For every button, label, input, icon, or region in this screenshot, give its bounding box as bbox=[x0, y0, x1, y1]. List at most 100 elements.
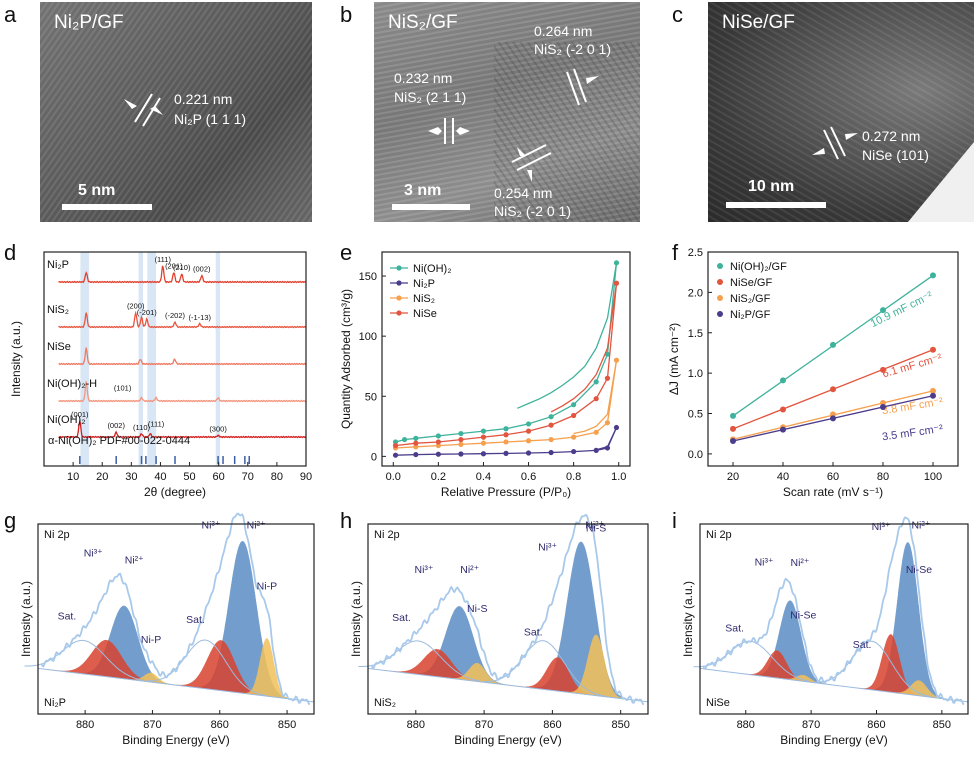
x-tick-label: 860 bbox=[211, 719, 229, 731]
scale-bar-label: 10 nm bbox=[748, 178, 795, 195]
tem-title: NiS₂/GF bbox=[388, 12, 458, 33]
xrd-chart: Ni₂P (111)(201)(210) (002)NiS₂ (200)(-201)(… bbox=[9, 251, 312, 499]
peak-label: (111) bbox=[148, 420, 165, 429]
data-point bbox=[613, 357, 620, 363]
legend-label: Ni(OH)₂/GF bbox=[730, 261, 787, 273]
xrd-pattern bbox=[58, 347, 306, 366]
plane-label: NiSe (101) bbox=[862, 147, 929, 163]
data-point bbox=[930, 346, 936, 353]
x-tick-label: 870 bbox=[143, 719, 161, 731]
peak-label: Ni-P bbox=[141, 634, 161, 646]
desorption-line bbox=[517, 262, 618, 409]
data-point bbox=[503, 432, 509, 438]
data-point bbox=[780, 426, 786, 433]
data-point bbox=[435, 433, 441, 439]
tem-image-nise: NiSe/GF 0.272 nm NiSe (101) 10 nm bbox=[708, 2, 974, 222]
x-tick-label: 40 bbox=[154, 471, 166, 483]
data-point bbox=[930, 387, 936, 394]
xrd-pattern bbox=[58, 381, 307, 403]
peak-label: Ni³⁺ bbox=[84, 547, 103, 559]
x-tick-label: 870 bbox=[802, 719, 820, 731]
chart-title: Ni 2p bbox=[44, 529, 70, 541]
series-label: Ni(OH)₂-H bbox=[47, 378, 97, 390]
chart-title: Ni 2p bbox=[374, 529, 400, 541]
adsorption-line bbox=[395, 283, 618, 447]
data-point bbox=[503, 450, 509, 456]
peak-label: Ni²⁺ bbox=[125, 555, 144, 567]
plot-frame bbox=[37, 523, 315, 715]
legend-marker bbox=[717, 263, 723, 269]
x-tick-label: 20 bbox=[96, 471, 108, 483]
bet-isotherm-chart: Ni(OH)₂ Ni₂P NiS₂ NiSe 0.0 0.2 0.4 0.6 0.8 1.0 0 50… bbox=[339, 251, 631, 499]
data-point bbox=[548, 422, 554, 428]
x-axis-label: Scan rate (mV s⁻¹) bbox=[783, 485, 883, 499]
x-tick-label: 870 bbox=[475, 719, 493, 731]
x-axis-label: Binding Energy (eV) bbox=[122, 733, 229, 747]
peak-label: Sat. bbox=[186, 614, 205, 626]
d-spacing-label: 0.272 nm bbox=[862, 128, 921, 144]
plane-label: Ni₂P (1 1 1) bbox=[174, 111, 247, 127]
peak-label: (-202) bbox=[165, 311, 186, 320]
legend-marker bbox=[717, 295, 723, 301]
peak-label: Ni-S bbox=[586, 523, 606, 535]
data-point bbox=[503, 426, 509, 432]
legend-label: Ni₂P bbox=[413, 278, 435, 290]
data-point bbox=[435, 442, 441, 449]
y-axis-label: Quantity Adsorbed (cm³/g) bbox=[339, 289, 353, 429]
peak-label: Ni²⁺ bbox=[460, 564, 479, 576]
x-tick-label: 60 bbox=[213, 471, 225, 483]
x-axis-label: Binding Energy (eV) bbox=[454, 733, 561, 747]
peak-label: (101) bbox=[114, 384, 132, 393]
tem-title: Ni₂P/GF bbox=[54, 12, 124, 33]
satellite-peak bbox=[814, 640, 931, 698]
d-spacing-label-2: 0.232 nm bbox=[394, 70, 453, 86]
peak-label: Ni³⁺ bbox=[415, 564, 434, 576]
data-point bbox=[830, 386, 836, 393]
x-tick-label: 20 bbox=[727, 471, 739, 483]
data-point bbox=[730, 412, 736, 419]
peak-label: (110) bbox=[133, 423, 150, 432]
peak-label: Ni²⁺ bbox=[585, 520, 604, 532]
scale-bar bbox=[392, 204, 470, 210]
data-point bbox=[525, 428, 532, 434]
scale-bar bbox=[726, 202, 826, 208]
data-point bbox=[593, 429, 599, 435]
data-point bbox=[613, 424, 620, 431]
panel-letter-a: a bbox=[4, 2, 17, 27]
legend-marker bbox=[396, 295, 402, 301]
data-point bbox=[548, 414, 554, 420]
slope-label: 3.5 mF cm⁻² bbox=[881, 423, 944, 443]
data-point bbox=[413, 435, 419, 441]
legend-marker bbox=[717, 279, 723, 285]
data-point bbox=[458, 441, 464, 447]
peak-label: (-201) bbox=[137, 308, 158, 317]
data-point bbox=[880, 307, 886, 314]
peak-label: (210) bbox=[173, 263, 191, 272]
series-label: Ni₂P bbox=[47, 259, 69, 271]
scale-bar-label: 3 nm bbox=[404, 182, 442, 199]
x-tick-label: 10 bbox=[67, 471, 79, 483]
reference-label: α-Ni(OH)₂ PDF#00-022-0444 bbox=[48, 435, 190, 447]
peak-label: (201) bbox=[165, 261, 183, 270]
peak-label: Sat. bbox=[853, 639, 872, 651]
peak-label: Ni³⁺ bbox=[202, 520, 221, 532]
data-point bbox=[593, 447, 599, 453]
x-tick-label: 0.2 bbox=[431, 471, 446, 483]
peak-label: Ni-Se bbox=[790, 610, 816, 622]
peak-label: Ni³⁺ bbox=[872, 521, 891, 533]
peak-label: (-1-13) bbox=[188, 313, 211, 322]
data-point bbox=[604, 420, 611, 426]
panel-letter-d: d bbox=[4, 240, 17, 265]
data-point bbox=[593, 379, 599, 385]
legend-marker bbox=[396, 310, 402, 316]
slope-label: 6.1 mF cm⁻² bbox=[881, 352, 944, 381]
background-line bbox=[367, 667, 649, 703]
y-tick-label: 0.0 bbox=[688, 449, 703, 461]
data-point bbox=[571, 412, 577, 419]
highlight-band bbox=[215, 252, 221, 466]
slope-label: 3.8 mF cm⁻² bbox=[881, 396, 944, 418]
data-point bbox=[604, 445, 611, 451]
plane-label-3: NiS₂ (-2 0 1) bbox=[494, 203, 572, 219]
peak-label: (001) bbox=[71, 410, 89, 419]
